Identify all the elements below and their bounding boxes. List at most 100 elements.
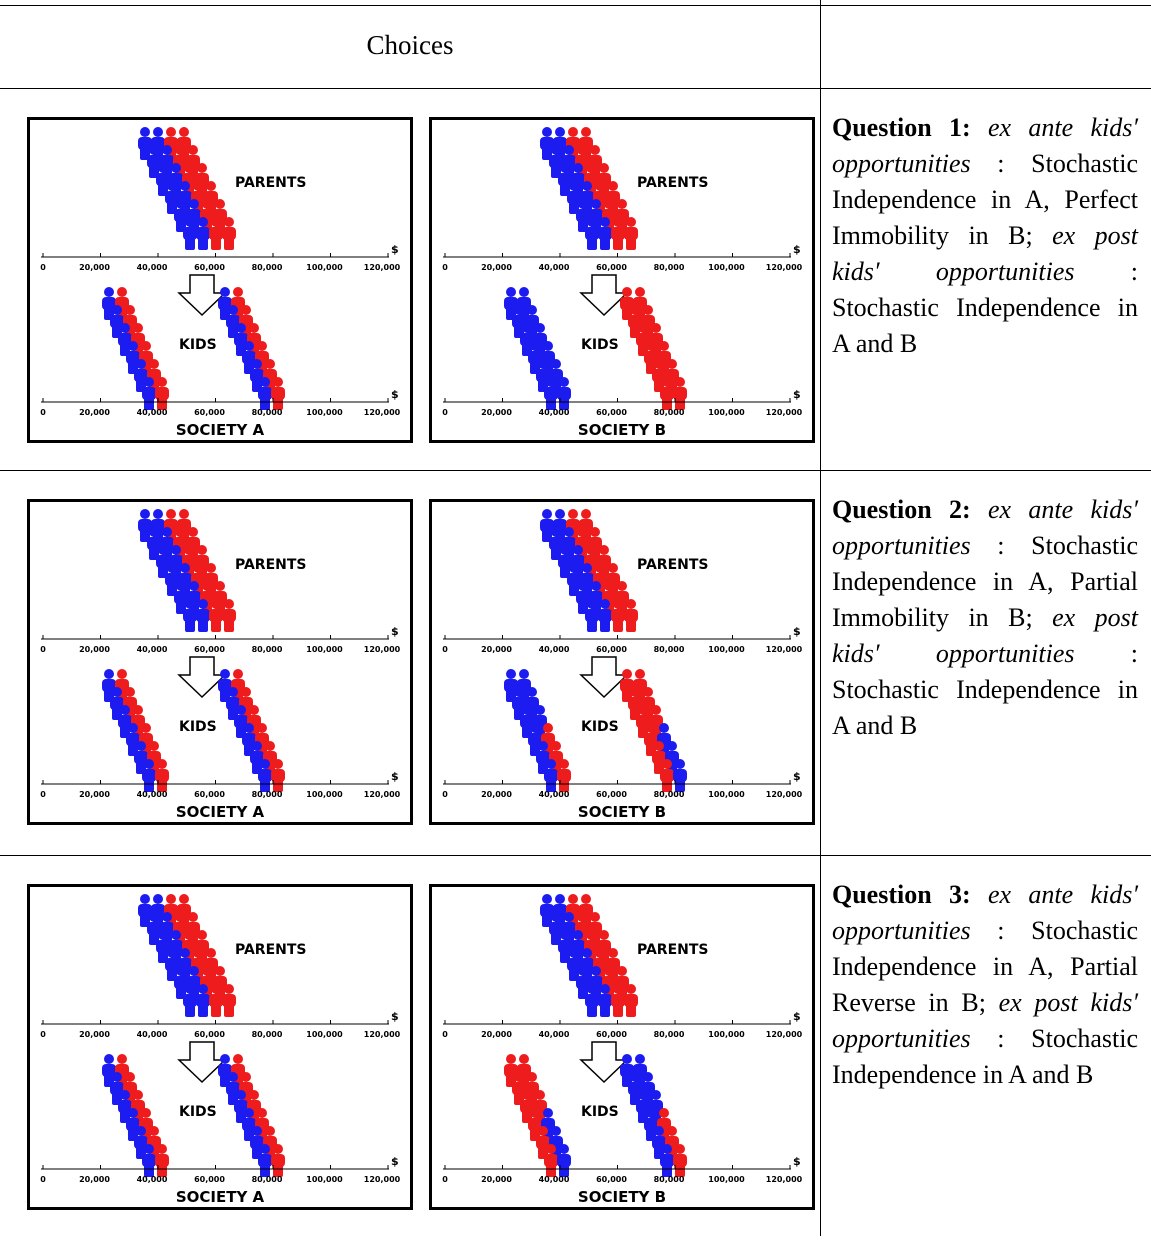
person-icon [549,527,563,560]
head [646,723,656,733]
axis-tick-label: 40,000 [137,408,168,417]
head [193,181,203,191]
axis-tick-label: 120,000 [364,1175,401,1184]
head [564,145,574,155]
person-icon [544,377,558,410]
head [158,163,168,173]
head [211,984,221,994]
head [506,287,516,297]
person-icon [142,759,156,792]
head [546,759,556,769]
head [590,145,600,155]
head [206,948,216,958]
head [591,581,601,591]
person-icon [196,217,210,250]
head [252,741,262,751]
head [149,359,159,369]
head [587,599,597,609]
axis-tick-label: 100,000 [306,790,343,799]
head [519,1054,529,1064]
head [193,948,203,958]
head [551,527,561,537]
person-icon [209,984,223,1017]
head [206,181,216,191]
legs [626,620,636,632]
axis-tick-label: 100,000 [306,263,343,272]
head [188,145,198,155]
person-icon [138,127,152,160]
head [646,1108,656,1118]
head [573,930,583,940]
head [519,669,529,679]
head [197,930,207,940]
head [117,1054,127,1064]
head [141,341,151,351]
head [535,1090,545,1100]
head [149,145,159,155]
head [236,705,246,715]
head [560,545,570,555]
kids-label: KIDS [179,337,217,353]
person-icon [576,966,590,999]
panel-border [29,501,412,824]
society-panel: PARENTS020,00040,00060,00080,000100,0001… [27,117,413,443]
head [157,1144,167,1154]
head [185,984,195,994]
person-icon [165,948,179,981]
legs [185,620,195,632]
axis-tick-label: 80,000 [252,790,283,799]
head [128,341,138,351]
head [140,509,150,519]
head [260,759,270,769]
head [257,341,267,351]
person-icon [156,545,170,578]
head [171,545,181,555]
person-icon [557,377,571,410]
head [125,687,135,697]
head [522,323,532,333]
head [635,669,645,679]
person-icon [567,948,581,981]
legs [626,1005,636,1017]
rule [0,5,1151,6]
head [184,545,194,555]
head [241,687,251,697]
axis-tick-label: 40,000 [539,1175,570,1184]
currency-label: $ [793,1010,801,1023]
person-icon [624,217,638,250]
panel-border [29,886,412,1209]
head [180,948,190,958]
person-icon [138,509,152,542]
head [202,966,212,976]
head [600,599,610,609]
head [622,1054,632,1064]
head [651,1090,661,1100]
head [265,1126,275,1136]
head [635,1054,645,1064]
head [176,199,186,209]
currency-label: $ [793,243,801,256]
head [569,563,579,573]
axis-tick-label: 0 [442,408,448,417]
axis-tick-label: 0 [40,263,46,272]
head [519,287,529,297]
axis-tick-label: 80,000 [654,1030,685,1039]
head [543,1108,553,1118]
axis-tick-label: 100,000 [708,1175,745,1184]
person-icon [611,984,625,1017]
society-panel: PARENTS020,00040,00060,00080,000100,0001… [429,117,815,443]
head [654,741,664,751]
head [144,759,154,769]
person-icon [549,145,563,178]
person-icon [183,217,197,250]
head [543,723,553,733]
head [560,163,570,173]
person-icon [557,759,571,792]
person-icon [576,199,590,232]
axis-tick-label: 0 [442,1175,448,1184]
axis-tick-label: 20,000 [481,263,512,272]
head [120,323,130,333]
axis-tick-label: 40,000 [137,263,168,272]
legs [613,1005,623,1017]
legs [224,1005,234,1017]
